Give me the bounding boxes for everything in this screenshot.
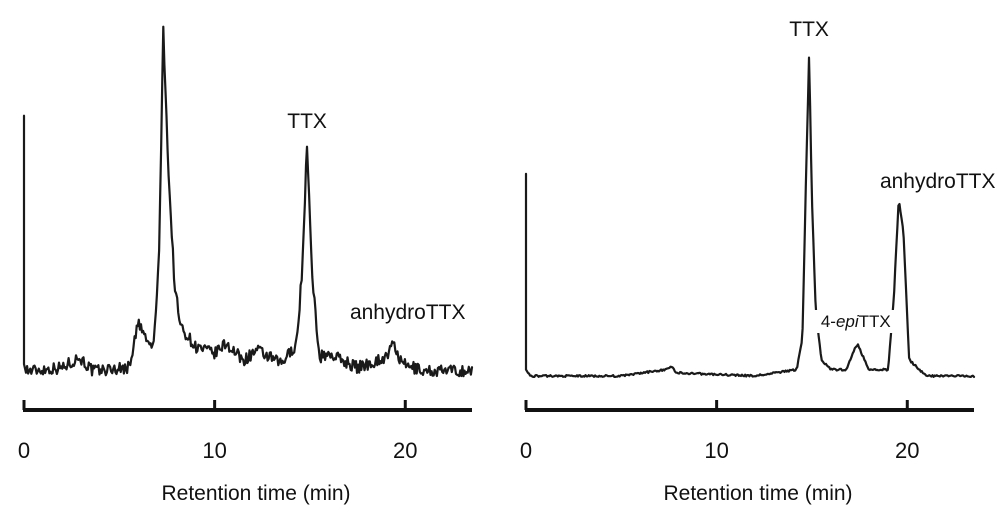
right-x-axis-label: Retention time (min) <box>663 482 852 505</box>
x-tick-label: 20 <box>895 438 919 463</box>
x-tick-label: 10 <box>704 438 728 463</box>
left-trace-line <box>22 25 474 378</box>
chromatogram-left: 0 10 20 Retention time (min) TTX anhydroTT… <box>18 25 474 505</box>
left-x-axis-label: Retention time (min) <box>161 482 350 505</box>
right-peak-label-4epittx-background <box>811 310 900 333</box>
x-tick-label: 0 <box>18 438 30 463</box>
right-peak-label-ttx: TTX <box>789 18 829 41</box>
left-peak-label-ttx: TTX <box>287 110 327 133</box>
x-tick-label: 10 <box>202 438 226 463</box>
chromatogram-right: 0 10 20 Retention time (min) TTX anhydroTT… <box>520 18 996 505</box>
x-tick-label: 0 <box>520 438 532 463</box>
left-peak-label-anhydrottx: anhydroTTX <box>350 301 466 324</box>
left-x-ticks: 0 10 20 <box>18 400 418 463</box>
right-peak-label-4epittx: 4-epiTTX <box>821 312 891 331</box>
right-peak-label-anhydrottx: anhydroTTX <box>880 170 996 193</box>
x-tick-label: 20 <box>393 438 417 463</box>
right-trace-line <box>524 56 976 378</box>
right-x-ticks: 0 10 20 <box>520 400 920 463</box>
